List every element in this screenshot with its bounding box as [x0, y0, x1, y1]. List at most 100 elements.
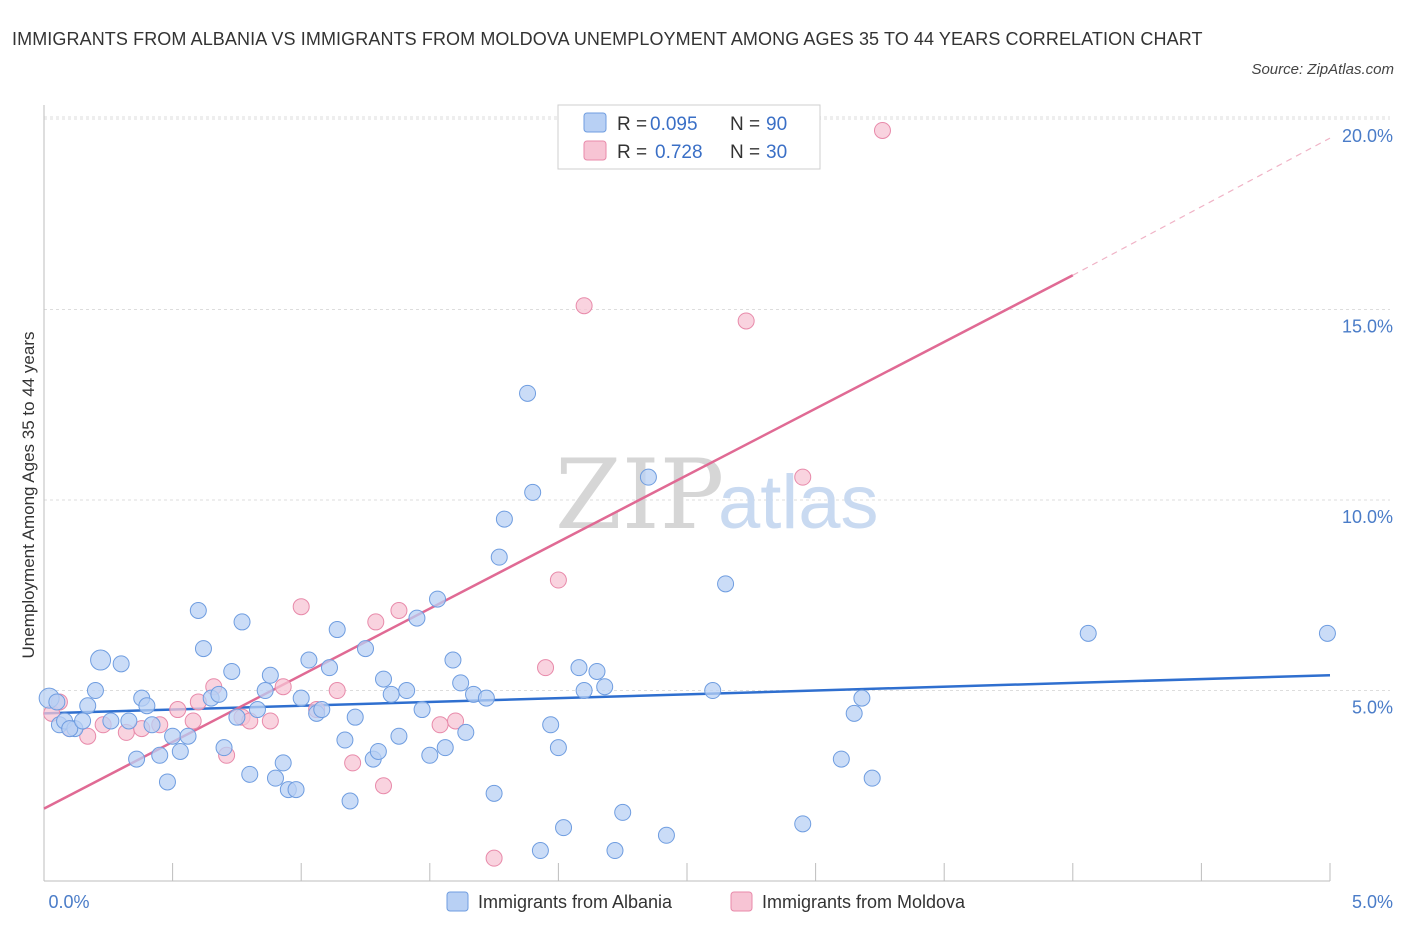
albania-point-89	[74, 712, 92, 730]
legend-swatch-moldova	[583, 140, 607, 161]
watermark-zip: ZIP	[555, 439, 724, 551]
albania-point-35	[287, 781, 305, 799]
legend-n-label-moldova: N =	[730, 142, 760, 163]
albania-point-84	[853, 689, 871, 707]
legend-r-value-moldova: 0.728	[655, 142, 703, 163]
albania-point-57	[444, 651, 462, 669]
legend-n-label-albania: N =	[730, 114, 760, 135]
albania-point-72	[575, 682, 593, 700]
albania-point-51	[398, 682, 416, 700]
moldova-point-28	[549, 571, 567, 589]
albania-point-16	[158, 773, 176, 791]
legend-r-value-albania: 0.095	[650, 114, 698, 135]
albania-point-18	[171, 742, 189, 760]
x-tick-label-1: 5.0%	[1352, 892, 1393, 912]
albania-point-52	[408, 609, 426, 627]
y-tick-label-1: 10.0%	[1342, 507, 1393, 527]
albania-point-53	[413, 701, 431, 719]
albania-point-79	[704, 682, 722, 700]
albania-point-86	[1079, 624, 1097, 642]
albania-point-83	[845, 704, 863, 722]
albania-point-17	[164, 727, 182, 745]
albania-point-73	[588, 662, 606, 680]
albania-point-78	[657, 826, 675, 844]
series-legend-swatch-albania	[446, 891, 469, 912]
moldova-point-19	[328, 682, 346, 700]
moldova-point-3	[79, 727, 97, 745]
moldova-point-31	[794, 468, 812, 486]
albania-point-56	[436, 739, 454, 757]
albania-point-1	[48, 693, 66, 711]
moldova-point-32	[873, 121, 891, 139]
albania-point-33	[274, 754, 292, 772]
albania-point-15	[151, 746, 169, 764]
albania-point-82	[832, 750, 850, 768]
albania-point-50	[390, 727, 408, 745]
albania-point-43	[341, 792, 359, 810]
y-tick-label-3: 20.0%	[1342, 126, 1393, 146]
moldova-point-27	[537, 659, 555, 677]
moldova-point-8	[169, 701, 187, 719]
albania-point-75	[606, 842, 624, 860]
series-legend-label-moldova: Immigrants from Moldova	[762, 892, 966, 912]
moldova-point-17	[292, 598, 310, 616]
albania-point-81	[794, 815, 812, 833]
legend-n-value-moldova: 30	[766, 142, 787, 163]
series-legend-swatch-moldova	[730, 891, 753, 912]
moldova-trend-extension	[1072, 137, 1331, 276]
axes	[43, 105, 1331, 882]
moldova-trend-line	[43, 274, 1074, 810]
albania-point-28	[241, 765, 259, 783]
albania-point-13	[138, 697, 156, 715]
moldova-point-26	[485, 849, 503, 867]
moldova-point-15	[261, 712, 279, 730]
albania-point-48	[375, 670, 393, 688]
moldova-point-23	[390, 602, 408, 620]
albania-point-31	[261, 666, 279, 684]
albania-point-63	[490, 548, 508, 566]
chart-source: Source: ZipAtlas.com	[1251, 61, 1394, 78]
legend-swatch-albania	[583, 112, 607, 133]
albania-point-36	[292, 689, 310, 707]
albania-point-8	[102, 712, 120, 730]
albania-point-54	[421, 746, 439, 764]
albania-point-77	[639, 468, 657, 486]
moldova-point-21	[367, 613, 385, 631]
albania-point-67	[531, 842, 549, 860]
albania-point-21	[194, 640, 212, 658]
albania-point-71	[570, 659, 588, 677]
series-legend-label-albania: Immigrants from Albania	[478, 892, 673, 912]
moldova-point-20	[344, 754, 362, 772]
albania-point-24	[215, 739, 233, 757]
albania-point-6	[86, 682, 104, 700]
albania-point-20	[189, 602, 207, 620]
albania-point-74	[596, 678, 614, 696]
albania-point-68	[542, 716, 560, 734]
tick-labels: 5.0% 10.0% 15.0% 20.0% 0.0% 5.0%	[48, 126, 1393, 912]
series-legend: Immigrants from Albania Immigrants from …	[446, 891, 966, 912]
chart-title: IMMIGRANTS FROM ALBANIA VS IMMIGRANTS FR…	[12, 29, 1203, 49]
albania-point-80	[717, 575, 735, 593]
albania-point-85	[863, 769, 881, 787]
albania-point-9	[112, 655, 130, 673]
albania-point-27	[233, 613, 251, 631]
albania-point-10	[120, 712, 138, 730]
data-points	[38, 121, 1336, 867]
moldova-point-25	[447, 712, 465, 730]
albania-point-88	[61, 720, 79, 738]
albania-point-62	[485, 784, 503, 802]
albania-point-65	[519, 384, 537, 402]
albania-point-87	[1318, 624, 1336, 642]
legend-n-value-albania: 90	[766, 114, 787, 135]
albania-point-29	[248, 701, 266, 719]
grid-lines	[44, 116, 1390, 692]
albania-point-39	[313, 701, 331, 719]
albania-point-11	[128, 750, 146, 768]
albania-point-37	[300, 651, 318, 669]
legend-r-label-moldova: R =	[617, 142, 647, 163]
albania-point-44	[346, 708, 364, 726]
moldova-point-30	[737, 312, 755, 330]
moldova-point-16	[274, 678, 292, 696]
albania-point-47	[369, 742, 387, 760]
